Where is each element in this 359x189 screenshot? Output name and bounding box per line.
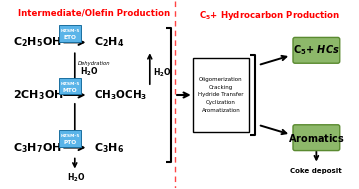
Text: MTO: MTO bbox=[62, 88, 77, 93]
Text: Intermediate/Olefin Production: Intermediate/Olefin Production bbox=[18, 9, 170, 18]
FancyBboxPatch shape bbox=[59, 25, 81, 42]
Text: $\mathbf{C_2H_5OH}$: $\mathbf{C_2H_5OH}$ bbox=[13, 36, 62, 49]
Text: $\mathbf{H_2O}$: $\mathbf{H_2O}$ bbox=[80, 66, 98, 78]
Text: HZSM-5: HZSM-5 bbox=[60, 29, 80, 33]
Text: $\mathbf{CH_3OCH_3}$: $\mathbf{CH_3OCH_3}$ bbox=[94, 88, 148, 102]
Text: $\mathbf{C_3H_7OH}$: $\mathbf{C_3H_7OH}$ bbox=[13, 141, 62, 154]
Text: $\mathbf{H_2O}$: $\mathbf{H_2O}$ bbox=[153, 67, 171, 79]
Text: $\mathbf{C_5}$+ HCs: $\mathbf{C_5}$+ HCs bbox=[293, 43, 340, 57]
Text: $\mathbf{C_5}$+ Hydrocarbon Production: $\mathbf{C_5}$+ Hydrocarbon Production bbox=[199, 9, 340, 22]
Text: Coke deposit: Coke deposit bbox=[290, 168, 342, 174]
Text: ETO: ETO bbox=[64, 35, 76, 40]
Text: $\mathbf{Aromatics}$: $\mathbf{Aromatics}$ bbox=[288, 132, 345, 144]
Text: HZSM-5: HZSM-5 bbox=[60, 134, 80, 138]
FancyBboxPatch shape bbox=[193, 58, 249, 132]
Text: PTO: PTO bbox=[63, 140, 76, 145]
Text: Oligomerization
Cracking
Hydride Transfer
Cyclization
Aromatization: Oligomerization Cracking Hydride Transfe… bbox=[198, 77, 244, 113]
FancyBboxPatch shape bbox=[59, 78, 81, 94]
FancyBboxPatch shape bbox=[293, 37, 340, 63]
Text: $\mathbf{C_3H_6}$: $\mathbf{C_3H_6}$ bbox=[94, 141, 125, 154]
FancyBboxPatch shape bbox=[59, 130, 81, 147]
Text: HZSM-5: HZSM-5 bbox=[60, 82, 80, 86]
Text: $\mathbf{H_2O}$: $\mathbf{H_2O}$ bbox=[67, 171, 86, 184]
Text: $\mathbf{C_2H_4}$: $\mathbf{C_2H_4}$ bbox=[94, 36, 125, 49]
Text: $\mathbf{2CH_3OH}$: $\mathbf{2CH_3OH}$ bbox=[13, 88, 64, 102]
Text: Dehydration: Dehydration bbox=[78, 61, 110, 66]
FancyBboxPatch shape bbox=[293, 125, 340, 151]
